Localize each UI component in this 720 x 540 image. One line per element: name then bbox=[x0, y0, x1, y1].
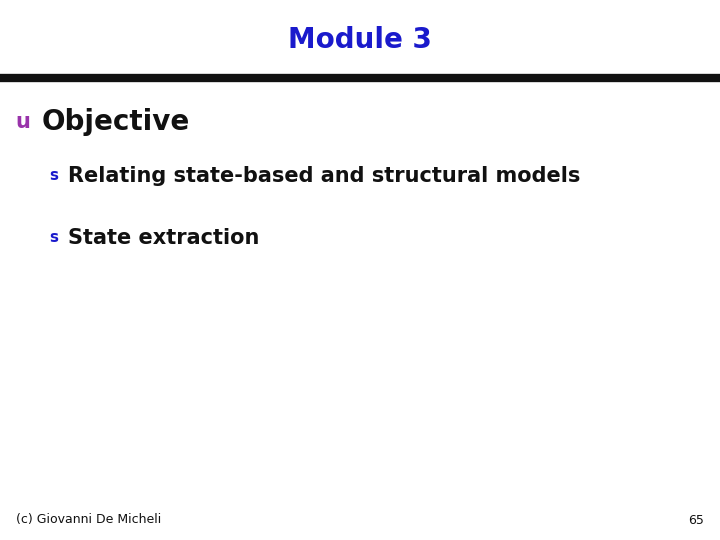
Text: Relating state-based and structural models: Relating state-based and structural mode… bbox=[68, 165, 581, 186]
Text: State extraction: State extraction bbox=[68, 227, 260, 248]
Text: Module 3: Module 3 bbox=[288, 26, 432, 55]
Text: s: s bbox=[49, 230, 58, 245]
Text: 65: 65 bbox=[688, 514, 704, 526]
Text: u: u bbox=[16, 111, 31, 132]
Text: Objective: Objective bbox=[42, 107, 190, 136]
Text: (c) Giovanni De Micheli: (c) Giovanni De Micheli bbox=[16, 514, 161, 526]
Text: s: s bbox=[49, 168, 58, 183]
